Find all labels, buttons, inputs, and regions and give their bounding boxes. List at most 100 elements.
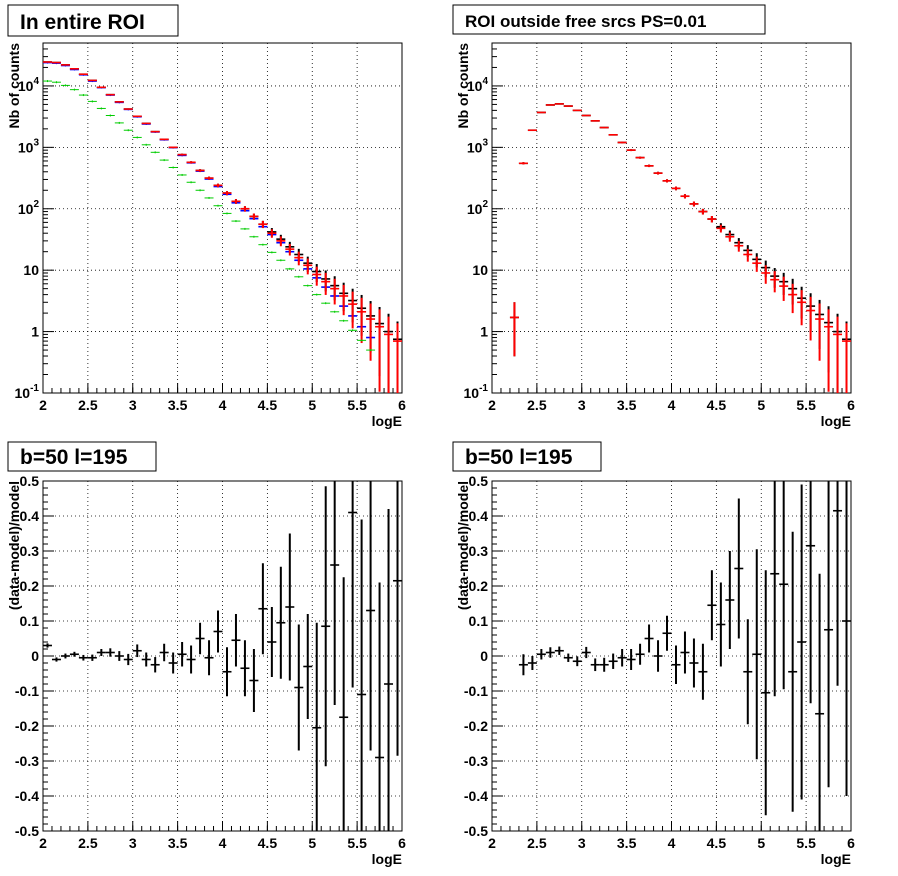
data-point [249, 235, 259, 238]
data-point [249, 213, 259, 220]
data-point [51, 81, 61, 84]
data-point [141, 143, 151, 146]
x-tick-label: 4.5 [258, 397, 278, 413]
plot-frame [42, 480, 403, 832]
data-point [303, 258, 313, 275]
data-point [671, 645, 681, 684]
y-tick-label: 0.3 [20, 543, 40, 559]
data-point [635, 156, 645, 159]
data-point [779, 481, 789, 690]
data-point [186, 645, 196, 674]
x-tick-label: 3.5 [617, 835, 637, 851]
data-point [644, 624, 654, 653]
data-point [734, 240, 744, 252]
y-axis-label: (data-model)/model [6, 481, 22, 610]
data-point [321, 272, 331, 295]
y-tick-label: -0.3 [464, 753, 488, 769]
x-tick-label: 2 [488, 397, 496, 413]
x-axis-label: logE [372, 413, 402, 429]
data-point [824, 481, 834, 788]
data-point [743, 619, 753, 725]
y-axis-label: Nb of counts [455, 43, 471, 129]
data-point [779, 276, 789, 301]
y-tick-label: -0.3 [15, 753, 39, 769]
x-tick-label: 4 [668, 835, 676, 851]
data-point [105, 93, 115, 96]
data-point [132, 644, 142, 658]
x-tick-label: 4 [219, 397, 227, 413]
data-point [563, 105, 573, 107]
y-tick-label: -0.5 [464, 823, 488, 839]
y-tick-label: 0.1 [20, 613, 40, 629]
data-point [752, 549, 762, 760]
y-tick-label: 10-1 [15, 383, 40, 401]
data-point [770, 481, 780, 697]
data-point [599, 657, 609, 672]
x-tick-label: 3.5 [168, 397, 188, 413]
data-point [788, 531, 798, 812]
data-point [43, 643, 52, 648]
data-point [348, 481, 358, 688]
data-point [366, 303, 376, 361]
data-point [321, 302, 331, 305]
data-point [204, 640, 214, 676]
data-point [267, 251, 277, 254]
data-point [833, 481, 843, 686]
x-tick-label: 6 [398, 835, 406, 851]
x-axis-label: logE [372, 851, 402, 867]
y-tick-label: 0.2 [469, 578, 489, 594]
data-point [267, 607, 277, 677]
series-4 [43, 80, 376, 352]
x-tick-label: 3.5 [168, 835, 188, 851]
data-point [644, 164, 654, 168]
data-point [716, 224, 726, 233]
data-point [69, 88, 79, 91]
data-point [213, 183, 223, 188]
x-tick-label: 5 [757, 397, 765, 413]
data-point [725, 232, 735, 242]
x-tick-label: 4 [668, 397, 676, 413]
x-tick-label: 3.5 [617, 397, 637, 413]
data-point [168, 146, 178, 149]
panel-2: 2 2.5 3 3.5 4 4.5 5 5.5 6 10-1 1 10 102 103 104 logE Nb … [452, 4, 855, 429]
data-point [294, 275, 304, 278]
data-point [312, 622, 322, 831]
data-point [348, 291, 358, 329]
chart-title: b=50 l=195 [465, 446, 573, 469]
data-point [581, 114, 591, 117]
data-point [177, 173, 187, 176]
data-point [752, 256, 762, 272]
y-tick-label: 0.1 [469, 613, 489, 629]
data-point [78, 94, 88, 97]
y-tick-label: 0.5 [20, 473, 40, 489]
data-point [797, 290, 807, 326]
x-tick-label: 2 [39, 835, 47, 851]
data-point [186, 161, 196, 164]
y-tick-label: 103 [18, 137, 40, 155]
series-3 [43, 61, 402, 393]
data-point [240, 206, 250, 212]
data-point [60, 84, 70, 87]
data-point [330, 481, 340, 705]
series-2 [509, 103, 851, 393]
x-tick-label: 5 [308, 835, 316, 851]
data-point [159, 643, 169, 662]
data-point [96, 107, 106, 110]
data-point [285, 243, 295, 256]
title-box [452, 4, 766, 35]
data-point [285, 533, 295, 681]
data-point [518, 654, 528, 676]
y-tick-label: -0.5 [15, 823, 39, 839]
data-point [797, 484, 807, 800]
data-point [635, 643, 645, 665]
data-point [393, 323, 402, 393]
data-point [87, 100, 97, 103]
data-point [168, 166, 178, 169]
x-axis-label: logE [821, 851, 851, 867]
x-tick-label: 5.5 [347, 835, 367, 851]
data-point [114, 121, 124, 124]
data-point [671, 186, 681, 191]
y-tick-label: 10 [472, 262, 488, 278]
data-point [357, 339, 367, 342]
data-point [824, 309, 834, 392]
